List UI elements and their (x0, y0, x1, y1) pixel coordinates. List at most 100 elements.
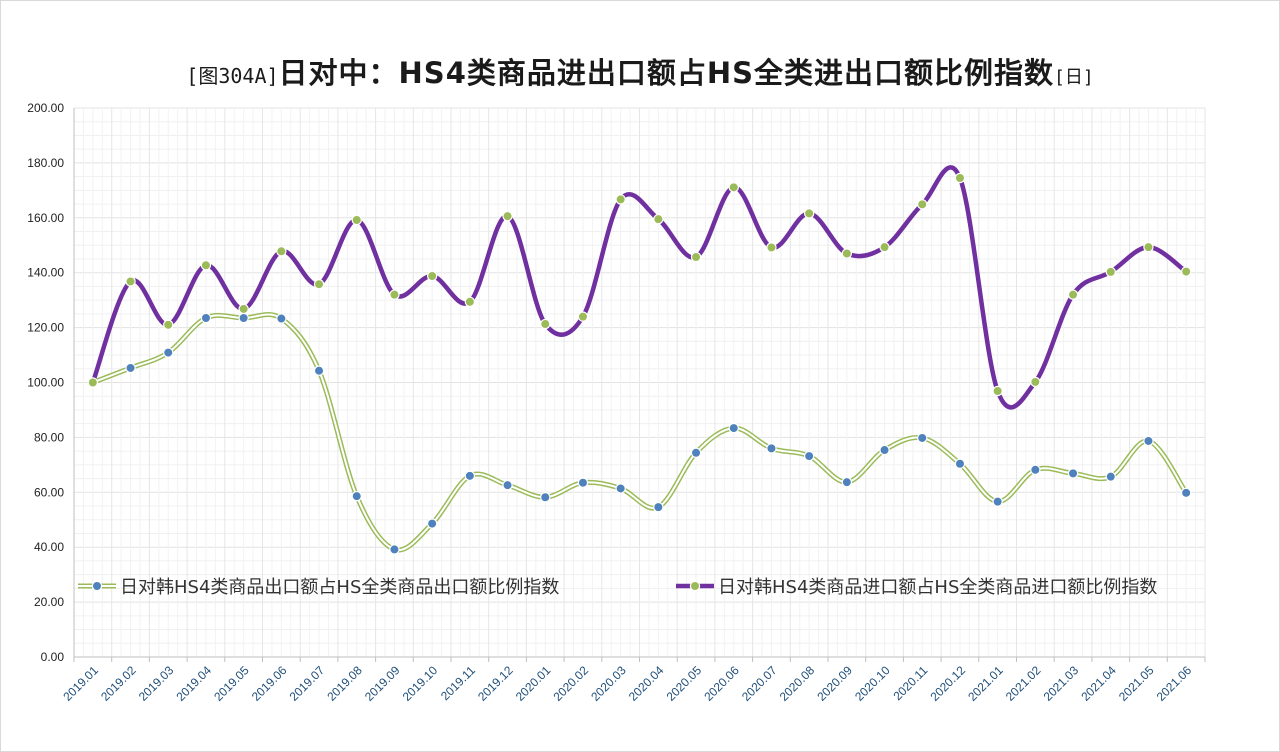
x-tick-label: 2020.09 (814, 663, 855, 704)
x-tick-label: 2019.11 (438, 663, 478, 703)
y-tick-label: 120.00 (27, 321, 64, 335)
legend-marker (689, 580, 701, 592)
x-tick-label: 2019.07 (287, 663, 328, 704)
y-tick-label: 100.00 (27, 376, 64, 390)
export-data-point (238, 312, 249, 324)
export-data-point (1030, 464, 1041, 475)
y-tick-label: 140.00 (27, 266, 64, 280)
x-tick-label: 2020.02 (550, 663, 591, 704)
x-tick-label: 2021.03 (1041, 663, 1082, 704)
import-data-point (426, 270, 438, 282)
import-data-point (351, 214, 362, 226)
x-tick-label: 2021.04 (1078, 663, 1119, 704)
export-data-point (879, 444, 890, 456)
import-data-point (1143, 241, 1154, 253)
export-data-point (502, 479, 513, 491)
export-data-point (841, 476, 853, 488)
x-tick-label: 2020.07 (739, 663, 780, 704)
chart-title-main: 日对中：HS4类商品进出口额占HS全类进出口额比例指数 (278, 56, 1055, 90)
export-data-point (803, 450, 815, 462)
export-data-point (954, 458, 966, 469)
x-tick-label: 2019.03 (136, 663, 177, 704)
chart-title: [图304A]日对中：HS4类商品进出口额占HS全类进出口额比例指数[日] (0, 50, 1280, 92)
import-data-point (464, 296, 476, 307)
import-data-point (125, 276, 136, 287)
x-tick-label: 2021.05 (1116, 663, 1157, 704)
x-tick-label: 2019.01 (60, 663, 101, 704)
import-data-point (87, 377, 99, 388)
import-data-point (690, 251, 702, 263)
x-tick-label: 2021.01 (965, 663, 1006, 704)
legend-import-label: 日对韩HS4类商品进口额占HS全类商品进口额比例指数 (718, 577, 1157, 598)
import-data-point (313, 279, 325, 290)
import-data-point (841, 248, 853, 259)
x-tick-label: 2021.02 (1003, 663, 1044, 704)
x-tick-label: 2020.10 (852, 663, 893, 704)
export-data-point (653, 501, 664, 513)
y-tick-label: 180.00 (27, 156, 64, 170)
y-tick-label: 20.00 (34, 595, 64, 609)
export-data-point (728, 422, 739, 434)
import-data-point (879, 241, 890, 253)
import-data-point (389, 289, 400, 300)
export-data-point (690, 447, 702, 458)
x-tick-label: 2019.05 (211, 663, 252, 704)
y-tick-label: 40.00 (34, 540, 64, 554)
export-data-point (276, 313, 287, 324)
import-data-point (1067, 289, 1079, 300)
export-data-point (389, 544, 400, 555)
export-data-point (163, 347, 174, 358)
export-data-point (1143, 435, 1154, 447)
x-tick-label: 2020.11 (890, 663, 930, 703)
import-data-point (992, 385, 1003, 397)
export-data-point (1105, 471, 1116, 482)
x-tick-label: 2020.06 (701, 663, 742, 704)
x-tick-label: 2020.03 (588, 663, 629, 704)
export-data-point (125, 362, 136, 374)
chart-title-prefix: [图304A] (186, 64, 279, 88)
export-data-point (917, 432, 928, 444)
chart-title-suffix: [日] (1054, 67, 1094, 88)
y-tick-label: 200.00 (27, 101, 64, 115)
import-data-point (653, 213, 664, 225)
series-import-line (90, 165, 1188, 410)
export-data-point (992, 496, 1003, 507)
series-lines (87, 165, 1192, 555)
export-data-point (200, 312, 212, 324)
x-tick-label: 2019.06 (249, 663, 290, 704)
x-tick-labels: 2019.012019.022019.032019.042019.052019.… (60, 663, 1194, 704)
axes (73, 108, 1206, 662)
export-data-point (351, 490, 362, 502)
x-tick-label: 2020.05 (664, 663, 705, 704)
legend: 日对韩HS4类商品出口额占HS全类商品出口额比例指数 日对韩HS4类商品进口额占H… (78, 577, 1157, 598)
x-tick-label: 2019.09 (362, 663, 403, 704)
x-tick-label: 2019.04 (173, 663, 214, 704)
import-data-point (163, 319, 174, 331)
x-tick-label: 2020.04 (626, 663, 667, 704)
y-tick-label: 60.00 (34, 485, 64, 499)
import-data-point (803, 208, 815, 219)
import-data-point (502, 210, 513, 222)
x-tick-label: 2019.08 (324, 663, 365, 704)
import-data-point (1030, 376, 1041, 388)
import-data-point (766, 242, 777, 253)
legend-export-label: 日对韩HS4类商品出口额占HS全类商品出口额比例指数 (120, 577, 559, 598)
y-tick-label: 80.00 (34, 430, 64, 444)
export-data-point (766, 443, 777, 454)
import-data-point (1105, 266, 1116, 278)
export-data-point (1180, 487, 1192, 499)
import-data-point (540, 318, 551, 330)
import-data-point (954, 172, 966, 184)
import-data-point (577, 311, 589, 322)
import-data-point (276, 246, 287, 257)
export-data-point (615, 483, 626, 494)
export-data-point (426, 518, 438, 529)
export-data-point (464, 470, 476, 482)
import-data-point (200, 260, 212, 271)
import-data-point (1180, 266, 1192, 277)
export-data-point (1067, 468, 1079, 479)
x-tick-label: 2019.02 (98, 663, 139, 704)
import-data-point (728, 182, 739, 193)
x-tick-label: 2019.12 (475, 663, 516, 704)
